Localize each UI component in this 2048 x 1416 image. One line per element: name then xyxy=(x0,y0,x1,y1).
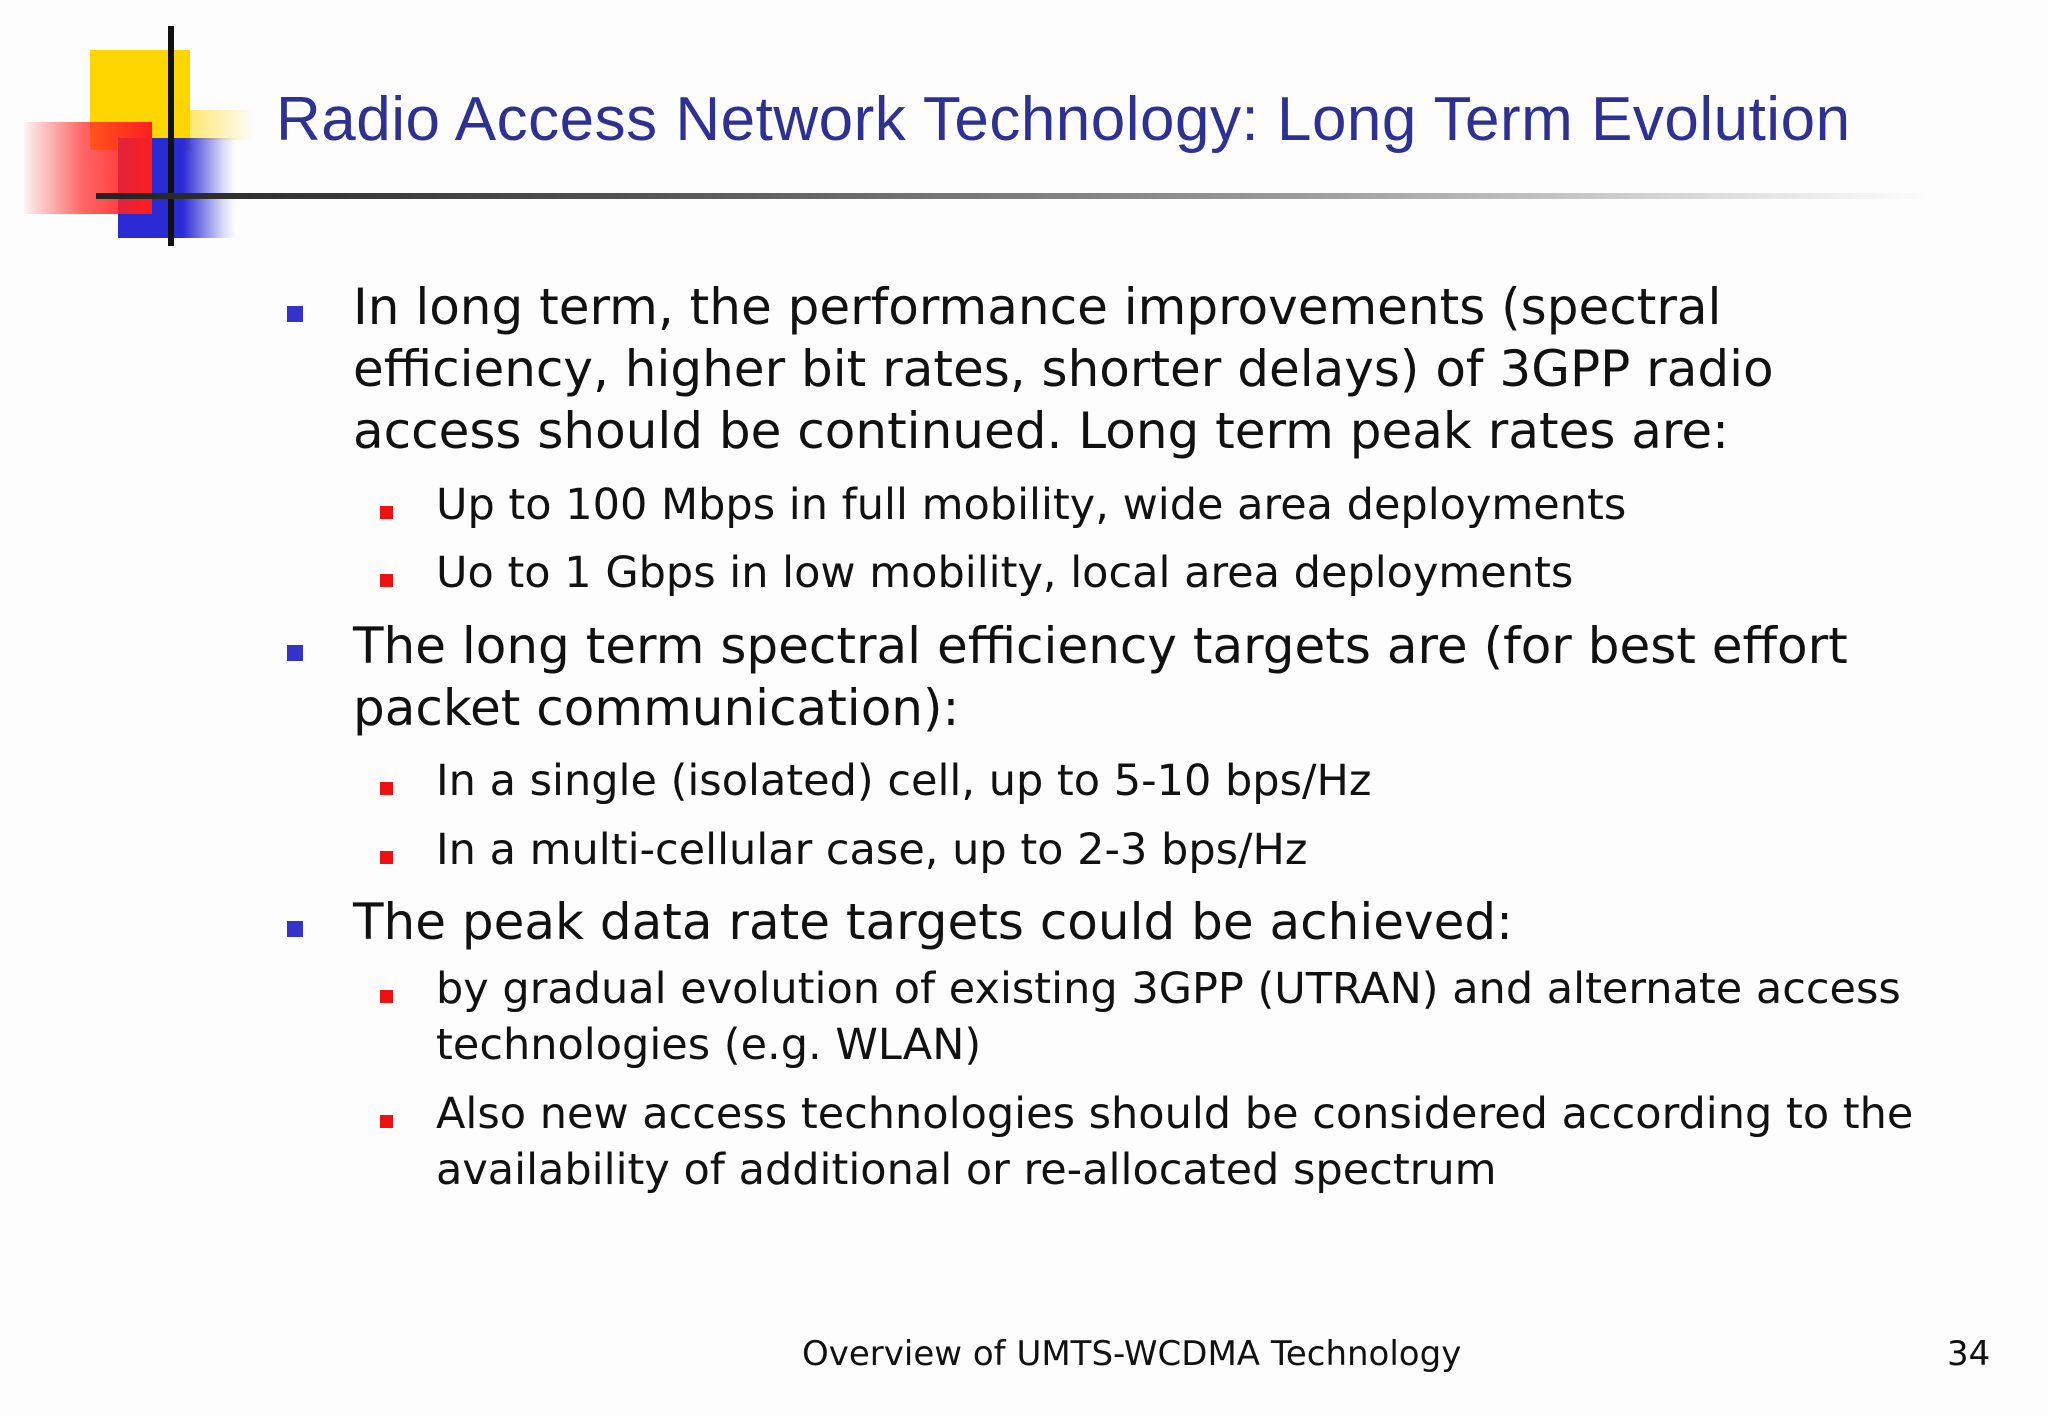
logo-vertical-line xyxy=(168,26,174,246)
level1-bullet-icon xyxy=(287,645,303,661)
level2-bullet-icon xyxy=(380,990,393,1003)
title-underline xyxy=(96,193,1926,199)
level1-bullet-icon xyxy=(287,921,303,937)
sub-bullet-text: In a single (isolated) cell, up to 5-10 … xyxy=(436,756,1372,806)
level2-bullet-icon xyxy=(380,782,393,795)
level2-bullet-icon xyxy=(380,851,393,864)
bullet-text: The long term spectral efficiency target… xyxy=(353,617,1848,737)
footer-title: Overview of UMTS-WCDMA Technology xyxy=(802,1334,1462,1374)
sub-bullet-text: by gradual evolution of existing 3GPP (U… xyxy=(436,964,1901,1070)
slide-logo xyxy=(0,0,300,260)
level2-bullet-icon xyxy=(380,1115,393,1128)
page-number: 34 xyxy=(1947,1334,1991,1374)
level1-bullet-icon xyxy=(287,306,303,322)
logo-yellow-fade xyxy=(185,110,255,140)
level2-bullet-icon xyxy=(380,574,393,587)
sub-bullet-text: Also new access technologies should be c… xyxy=(436,1089,1914,1195)
sub-bullet-text: Uo to 1 Gbps in low mobility, local area… xyxy=(436,548,1574,598)
level2-bullet-icon xyxy=(380,506,393,519)
bullet-text: In long term, the performance improvemen… xyxy=(353,278,1774,460)
slide-title: Radio Access Network Technology: Long Te… xyxy=(276,85,1851,154)
sub-bullet-text: In a multi-cellular case, up to 2-3 bps/… xyxy=(436,825,1308,875)
sub-bullet-text: Up to 100 Mbps in full mobility, wide ar… xyxy=(436,480,1627,530)
bullet-text: The peak data rate targets could be achi… xyxy=(353,893,1513,951)
